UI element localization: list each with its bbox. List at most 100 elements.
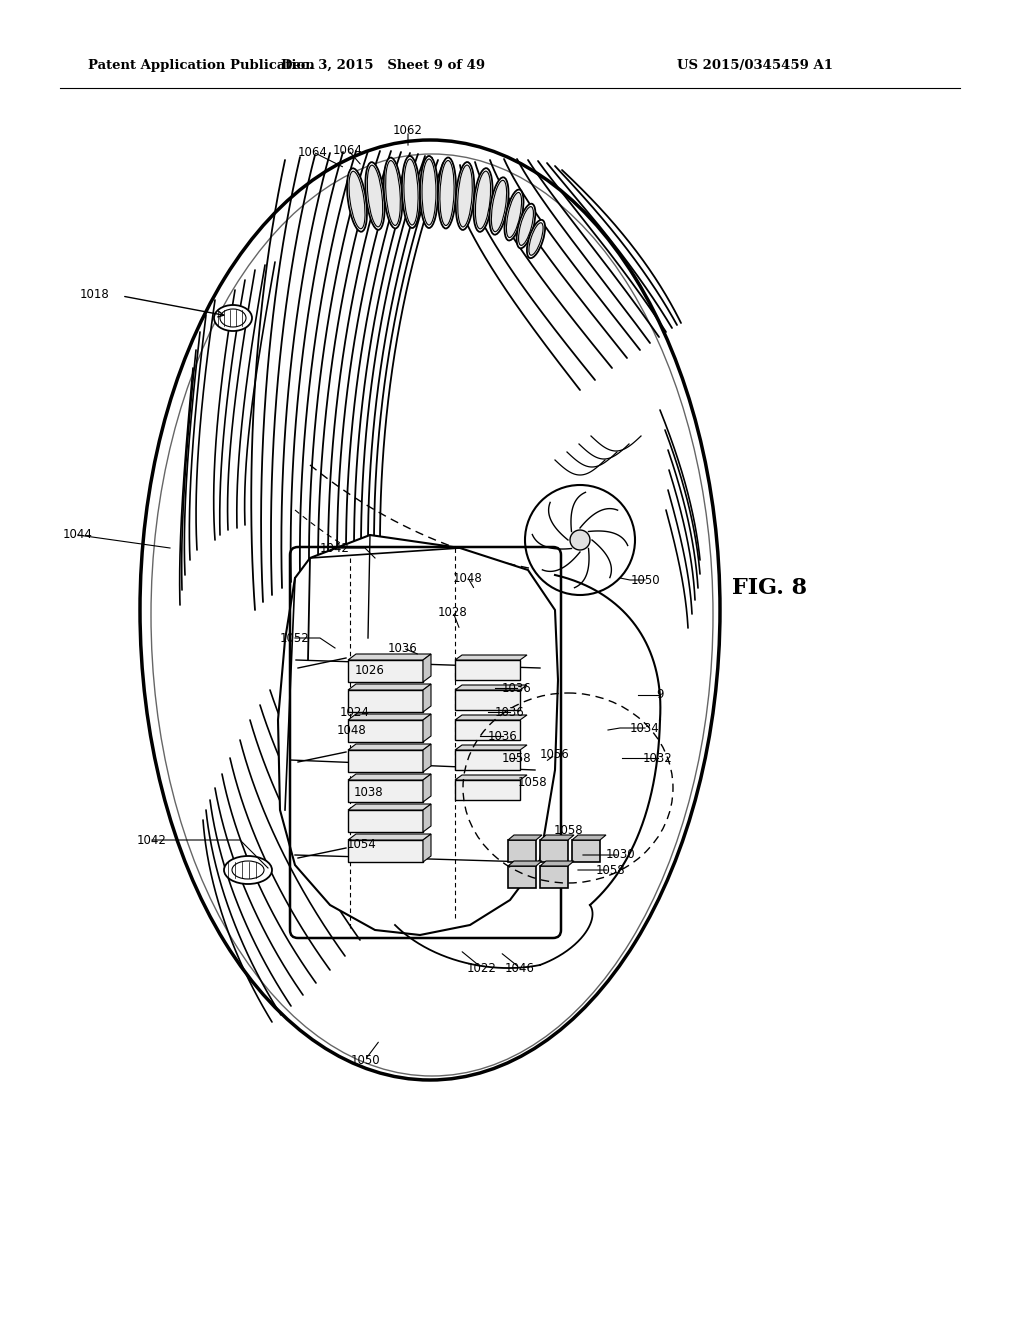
Polygon shape (572, 836, 606, 840)
Polygon shape (455, 744, 527, 750)
Text: 1030: 1030 (605, 849, 635, 862)
Bar (540, 866, 568, 888)
Polygon shape (278, 535, 558, 935)
Text: 1050: 1050 (350, 1053, 380, 1067)
Polygon shape (348, 744, 431, 750)
Ellipse shape (570, 531, 590, 550)
Ellipse shape (140, 140, 720, 1080)
Polygon shape (348, 804, 431, 810)
Polygon shape (423, 684, 431, 711)
Polygon shape (508, 861, 542, 866)
Bar (348, 810, 423, 832)
Bar (508, 866, 536, 888)
Bar (348, 660, 423, 682)
Text: 1024: 1024 (340, 705, 370, 718)
Ellipse shape (475, 172, 490, 228)
Ellipse shape (349, 172, 365, 228)
Text: 1042: 1042 (321, 541, 350, 554)
Ellipse shape (529, 223, 543, 255)
Text: 1054: 1054 (347, 838, 377, 851)
Text: 1036: 1036 (496, 705, 525, 718)
Text: 1022: 1022 (467, 961, 497, 974)
Ellipse shape (505, 190, 523, 240)
Text: 1018: 1018 (80, 289, 110, 301)
Polygon shape (348, 834, 431, 840)
Polygon shape (423, 804, 431, 832)
Polygon shape (423, 744, 431, 772)
Text: Dec. 3, 2015   Sheet 9 of 49: Dec. 3, 2015 Sheet 9 of 49 (281, 58, 485, 71)
Ellipse shape (489, 177, 509, 235)
Text: 1036: 1036 (502, 681, 531, 694)
Text: 1058: 1058 (501, 751, 530, 764)
Polygon shape (455, 775, 527, 780)
Text: 1048: 1048 (337, 723, 367, 737)
Ellipse shape (473, 168, 493, 232)
Ellipse shape (456, 162, 474, 230)
Text: 1042: 1042 (137, 833, 167, 846)
Text: 1056: 1056 (540, 748, 570, 762)
Text: 1026: 1026 (355, 664, 385, 676)
Text: 1052: 1052 (281, 631, 310, 644)
Text: 1036: 1036 (488, 730, 518, 742)
Text: 1036: 1036 (388, 642, 418, 655)
Bar (348, 719, 423, 742)
Text: 1058: 1058 (517, 776, 547, 788)
Ellipse shape (492, 181, 507, 232)
Text: Patent Application Publication: Patent Application Publication (88, 58, 314, 71)
Polygon shape (423, 834, 431, 862)
Text: 1028: 1028 (438, 606, 468, 619)
Ellipse shape (422, 158, 436, 224)
Ellipse shape (347, 168, 367, 232)
Polygon shape (423, 774, 431, 803)
Ellipse shape (440, 161, 454, 226)
Bar (455, 660, 520, 680)
Text: 1062: 1062 (393, 124, 423, 137)
Text: 1044: 1044 (63, 528, 93, 541)
Text: 1058: 1058 (553, 824, 583, 837)
Text: 1038: 1038 (353, 785, 383, 799)
Text: 9: 9 (656, 689, 664, 701)
Ellipse shape (386, 161, 400, 226)
Bar (348, 690, 423, 711)
Bar (508, 840, 536, 862)
Ellipse shape (507, 193, 521, 238)
Ellipse shape (384, 157, 402, 228)
Bar (540, 840, 568, 862)
Text: 1064: 1064 (333, 144, 362, 157)
Ellipse shape (525, 484, 635, 595)
Ellipse shape (518, 207, 534, 246)
Polygon shape (455, 715, 527, 719)
Polygon shape (348, 684, 431, 690)
Bar (455, 750, 520, 770)
Ellipse shape (458, 165, 472, 227)
Ellipse shape (438, 157, 456, 228)
Polygon shape (348, 714, 431, 719)
Ellipse shape (401, 156, 420, 228)
Text: 1058: 1058 (595, 863, 625, 876)
Polygon shape (540, 861, 574, 866)
Polygon shape (455, 655, 527, 660)
Polygon shape (348, 653, 431, 660)
Polygon shape (348, 774, 431, 780)
Bar (572, 840, 600, 862)
Polygon shape (455, 685, 527, 690)
Ellipse shape (517, 203, 536, 248)
Polygon shape (423, 653, 431, 682)
Bar (348, 780, 423, 803)
Bar (348, 840, 423, 862)
Polygon shape (540, 836, 574, 840)
Ellipse shape (420, 156, 438, 228)
Ellipse shape (368, 165, 383, 227)
Text: 1064: 1064 (298, 145, 328, 158)
Text: 1050: 1050 (630, 573, 659, 586)
Text: US 2015/0345459 A1: US 2015/0345459 A1 (677, 58, 833, 71)
Text: FIG. 8: FIG. 8 (732, 577, 808, 599)
Bar (348, 750, 423, 772)
Polygon shape (508, 836, 542, 840)
Bar (455, 780, 520, 800)
Ellipse shape (214, 305, 252, 331)
Bar (455, 690, 520, 710)
Text: 1048: 1048 (454, 572, 483, 585)
Ellipse shape (366, 162, 385, 230)
Polygon shape (423, 714, 431, 742)
